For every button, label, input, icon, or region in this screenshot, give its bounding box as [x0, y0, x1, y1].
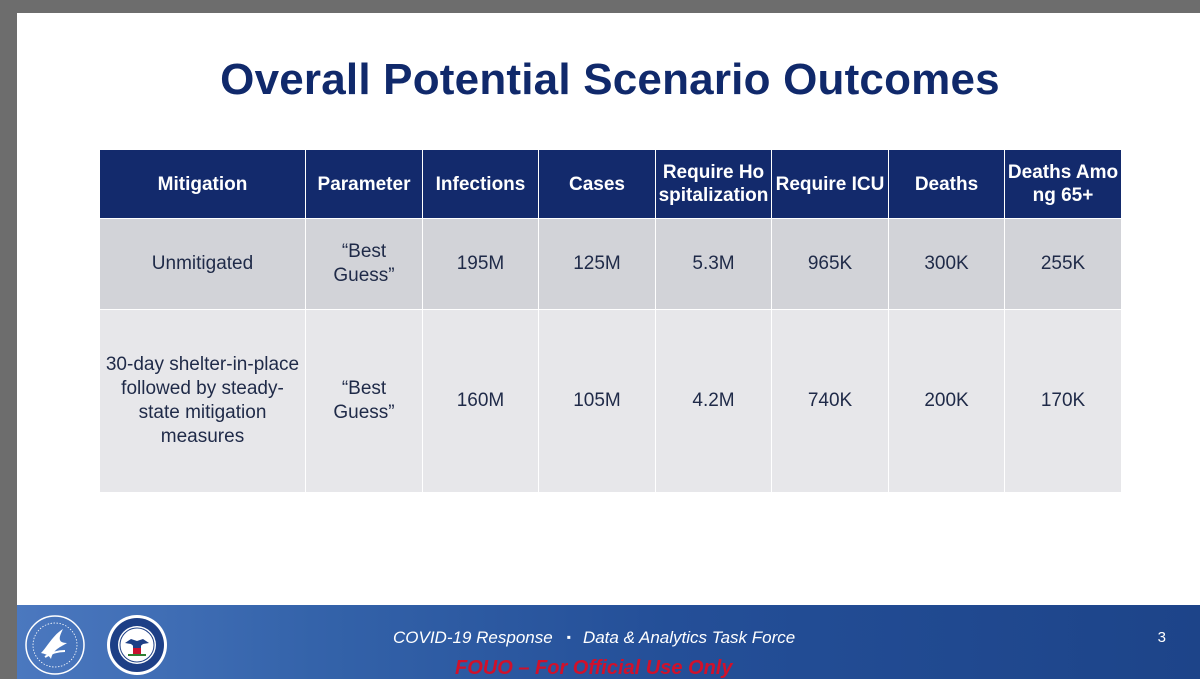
cell-hospitalization: 4.2M — [655, 309, 772, 493]
cell-icu: 740K — [771, 309, 889, 493]
header-infections: Infections — [422, 149, 539, 219]
cell-mitigation: Unmitigated — [99, 218, 306, 310]
cell-deaths: 200K — [888, 309, 1005, 493]
classification-banner: FOUO – For Official Use Only — [455, 657, 733, 679]
footer-task-force: Data & Analytics Task Force — [582, 628, 796, 647]
cell-deaths-65: 255K — [1004, 218, 1122, 310]
slide-footer: COVID-19 Response ▪ Data & Analytics Task … — [17, 605, 1200, 679]
header-mitigation: Mitigation — [99, 149, 306, 219]
cell-cases: 105M — [538, 309, 656, 493]
header-icu: Require ICU — [771, 149, 889, 219]
header-parameter: Parameter — [305, 149, 423, 219]
cell-infections: 195M — [422, 218, 539, 310]
cell-deaths: 300K — [888, 218, 1005, 310]
cell-parameter: “Best Guess” — [305, 309, 423, 493]
slide: Overall Potential Scenario Outcomes Miti… — [17, 13, 1200, 679]
page-number: 3 — [1157, 629, 1166, 646]
header-deaths: Deaths — [888, 149, 1005, 219]
header-deaths-65: Deaths Among 65+ — [1004, 149, 1122, 219]
slide-title: Overall Potential Scenario Outcomes — [220, 55, 1000, 104]
cell-cases: 125M — [538, 218, 656, 310]
scenario-outcomes-table: Mitigation Parameter Infections Cases Re… — [99, 149, 1122, 493]
cell-hospitalization: 5.3M — [655, 218, 772, 310]
cell-parameter: “Best Guess” — [305, 218, 423, 310]
hhs-eagle-seal-icon — [25, 615, 85, 675]
table-header-row: Mitigation Parameter Infections Cases Re… — [99, 149, 1122, 219]
cell-infections: 160M — [422, 309, 539, 493]
header-hospitalization: Require Hospitalization — [655, 149, 772, 219]
cell-mitigation: 30-day shelter-in-place followed by stea… — [99, 309, 306, 493]
dhs-seal-icon — [107, 615, 167, 675]
footer-response: COVID-19 Response — [393, 628, 553, 647]
table-row: 30-day shelter-in-place followed by stea… — [99, 309, 1122, 493]
cell-deaths-65: 170K — [1004, 309, 1122, 493]
header-cases: Cases — [538, 149, 656, 219]
cell-icu: 965K — [771, 218, 889, 310]
footer-separator: ▪ — [566, 630, 571, 644]
footer-caption: COVID-19 Response ▪ Data & Analytics Task … — [393, 628, 795, 648]
table-row: Unmitigated “Best Guess” 195M 125M 5.3M … — [99, 218, 1122, 310]
